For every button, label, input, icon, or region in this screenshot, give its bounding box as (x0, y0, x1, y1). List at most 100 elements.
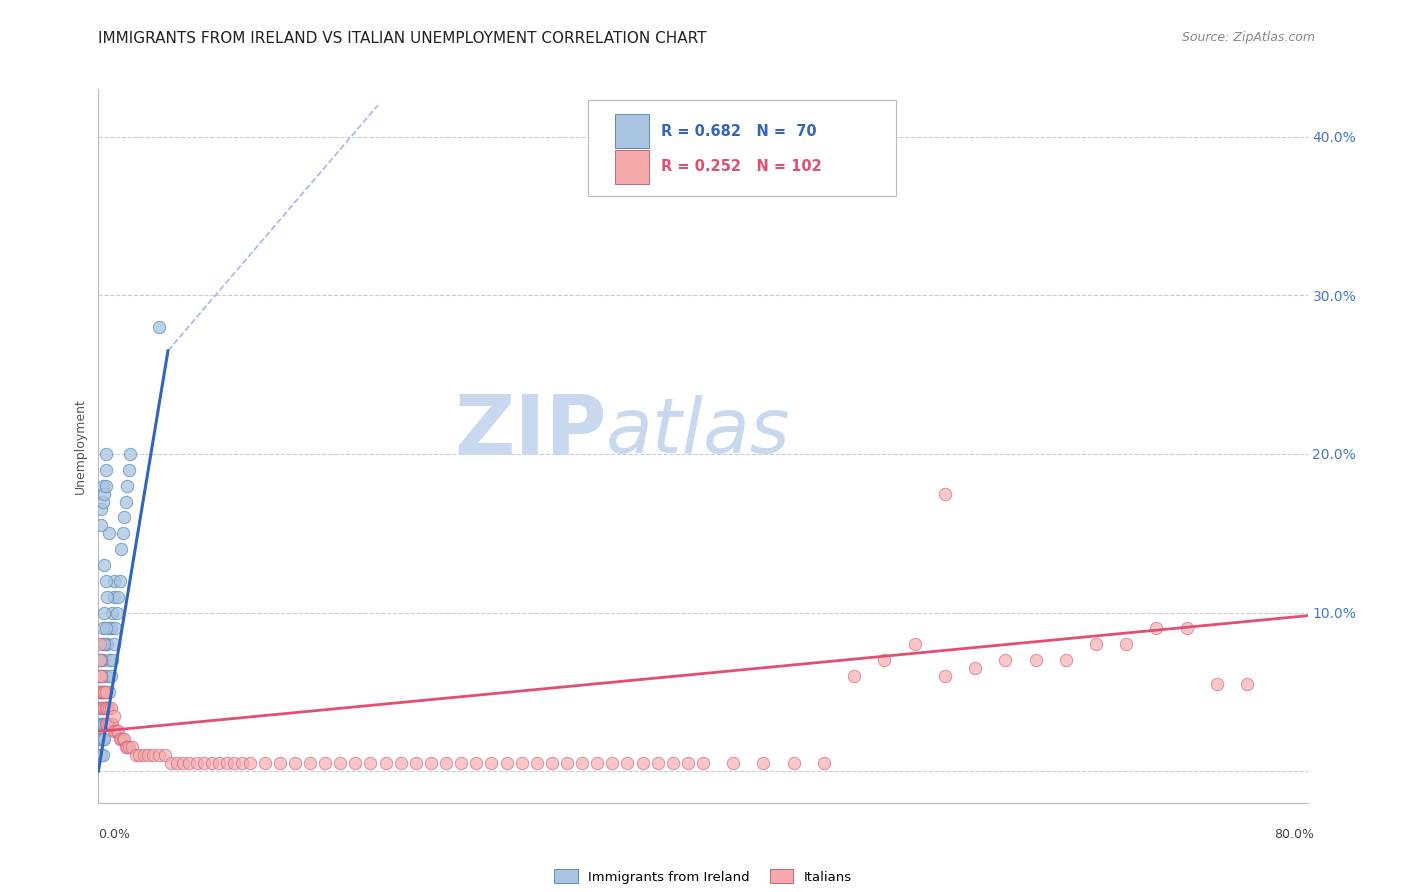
Point (91, 494, 114, 508)
Point (93, 486, 115, 500)
Point (115, 740, 138, 755)
Point (662, 756, 685, 771)
Point (103, 708, 125, 723)
Point (904, 637, 927, 651)
Point (94, 685, 117, 699)
Point (94, 716, 117, 731)
Point (90, 700, 112, 714)
Point (98, 621, 121, 635)
Point (1144, 621, 1167, 635)
FancyBboxPatch shape (614, 114, 648, 148)
Point (96, 637, 118, 651)
Point (389, 756, 412, 771)
Point (128, 748, 150, 763)
Point (91, 716, 114, 731)
Point (231, 756, 253, 771)
Point (112, 732, 135, 747)
Point (571, 756, 593, 771)
Point (201, 756, 224, 771)
Point (89, 732, 111, 747)
Point (90, 685, 112, 699)
Point (965, 661, 987, 675)
Point (89, 700, 111, 714)
Point (526, 756, 548, 771)
Point (91, 732, 114, 747)
Point (1085, 637, 1108, 651)
Point (111, 732, 134, 747)
Point (132, 748, 155, 763)
Point (100, 716, 122, 731)
Point (160, 756, 183, 771)
Point (179, 756, 201, 771)
Text: atlas: atlas (606, 395, 790, 468)
Point (96, 700, 118, 714)
Point (93, 700, 115, 714)
Text: R = 0.252   N = 102: R = 0.252 N = 102 (661, 160, 821, 175)
Point (96, 700, 118, 714)
Point (269, 756, 291, 771)
FancyBboxPatch shape (588, 100, 897, 196)
Point (873, 653, 896, 667)
Point (783, 756, 806, 771)
Point (115, 478, 138, 492)
Point (114, 740, 136, 755)
Point (105, 606, 128, 620)
Point (89, 716, 111, 731)
Point (91, 653, 114, 667)
Point (98, 700, 121, 714)
Point (101, 716, 124, 731)
Point (94, 637, 117, 651)
Point (142, 748, 165, 763)
Point (844, 669, 866, 683)
Point (89, 685, 111, 699)
Point (94, 447, 117, 461)
Point (136, 748, 159, 763)
Point (91, 621, 114, 635)
Point (360, 756, 382, 771)
Point (96, 590, 118, 604)
Point (94, 621, 117, 635)
Y-axis label: Unemployment: Unemployment (73, 398, 87, 494)
Point (118, 740, 141, 755)
Point (93, 732, 115, 747)
Point (405, 756, 427, 771)
Point (90, 669, 112, 683)
Point (148, 320, 170, 334)
Text: 80.0%: 80.0% (1275, 829, 1315, 841)
Point (94, 463, 117, 477)
Point (125, 748, 148, 763)
Point (89, 637, 111, 651)
Point (90, 502, 112, 516)
Point (148, 748, 170, 763)
Point (108, 732, 131, 747)
Point (98, 716, 121, 731)
Point (224, 756, 246, 771)
Point (94, 574, 117, 588)
Point (93, 637, 115, 651)
Point (1024, 653, 1046, 667)
Point (90, 518, 112, 533)
Point (107, 590, 129, 604)
Point (239, 756, 262, 771)
Point (540, 756, 562, 771)
Point (1206, 677, 1229, 691)
Point (374, 756, 396, 771)
Point (89, 685, 111, 699)
Point (91, 478, 114, 492)
Point (329, 756, 352, 771)
Point (107, 724, 129, 739)
Point (105, 724, 128, 739)
Point (104, 724, 127, 739)
Point (602, 756, 624, 771)
Point (934, 486, 956, 500)
Point (994, 653, 1017, 667)
Point (186, 756, 208, 771)
Point (121, 740, 143, 755)
Point (94, 700, 117, 714)
Point (1115, 637, 1137, 651)
Point (934, 669, 956, 683)
Point (676, 756, 699, 771)
Point (112, 510, 135, 524)
Point (344, 756, 367, 771)
FancyBboxPatch shape (614, 150, 648, 184)
